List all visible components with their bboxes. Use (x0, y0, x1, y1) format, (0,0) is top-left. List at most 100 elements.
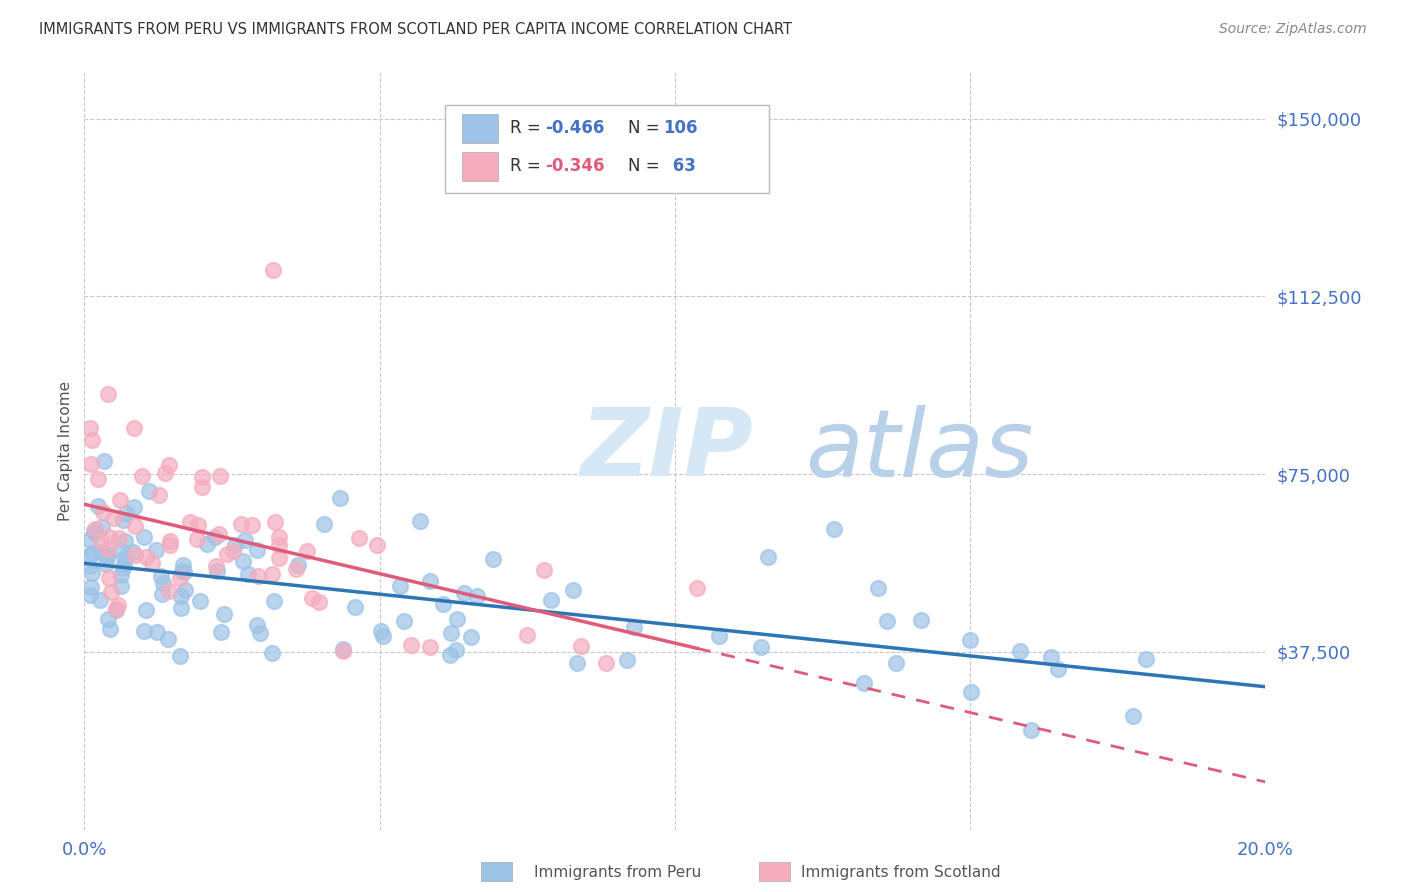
Point (264, 516, 287, 530)
Point (308, 595, 330, 609)
Point (214, 607, 236, 621)
Point (97, 386, 120, 401)
Point (150, 587, 173, 601)
Point (86, 472, 108, 486)
Point (285, 562, 308, 576)
Point (444, 642, 467, 657)
Point (115, 506, 138, 520)
Point (371, 629, 394, 643)
Point (432, 598, 454, 612)
Point (260, 646, 283, 660)
Point (103, 511, 125, 525)
Point (287, 558, 309, 573)
Point (707, 629, 730, 643)
Point (1046, 662, 1069, 676)
Point (465, 589, 488, 603)
Point (1135, 652, 1157, 666)
Point (79, 533, 101, 547)
FancyBboxPatch shape (481, 862, 512, 881)
Point (233, 533, 256, 548)
Point (108, 531, 131, 545)
Point (236, 567, 259, 582)
Text: IMMIGRANTS FROM PERU VS IMMIGRANTS FROM SCOTLAND PER CAPITA INCOME CORRELATION C: IMMIGRANTS FROM PERU VS IMMIGRANTS FROM … (39, 22, 793, 37)
Point (159, 538, 181, 552)
Point (824, 523, 846, 537)
Point (155, 466, 177, 480)
Point (886, 657, 908, 671)
Point (179, 515, 201, 529)
Point (83, 524, 105, 538)
Point (409, 514, 432, 528)
FancyBboxPatch shape (759, 862, 790, 881)
Point (138, 483, 160, 498)
Point (80, 581, 103, 595)
Point (344, 600, 367, 615)
Point (100, 584, 122, 599)
Point (173, 566, 195, 580)
Point (209, 624, 232, 639)
Point (97, 542, 120, 557)
Point (170, 589, 193, 603)
Point (96, 612, 118, 626)
Point (370, 624, 392, 639)
Point (187, 518, 209, 533)
Text: N =: N = (627, 120, 665, 137)
Point (204, 559, 226, 574)
Point (110, 579, 132, 593)
Point (141, 556, 163, 570)
Text: Source: ZipAtlas.com: Source: ZipAtlas.com (1219, 22, 1367, 37)
Point (439, 648, 461, 662)
Point (98, 530, 121, 544)
Point (756, 550, 779, 565)
Point (328, 491, 350, 506)
Point (516, 628, 538, 642)
Point (104, 602, 127, 616)
Point (134, 624, 156, 638)
Point (533, 563, 555, 577)
Point (263, 594, 285, 608)
Text: -0.466: -0.466 (546, 120, 605, 137)
Point (242, 518, 264, 533)
Point (169, 649, 191, 664)
Point (389, 578, 412, 592)
Point (114, 533, 136, 548)
Point (111, 561, 134, 575)
Point (105, 603, 128, 617)
Point (232, 554, 254, 568)
Text: -0.346: -0.346 (546, 157, 605, 175)
Point (98, 571, 121, 585)
Point (91, 545, 114, 559)
Point (446, 611, 468, 625)
Point (569, 639, 592, 653)
Y-axis label: Per Capita Income: Per Capita Income (58, 380, 73, 521)
Point (249, 626, 271, 640)
Point (191, 470, 214, 484)
Point (79, 588, 101, 602)
Point (94, 549, 117, 563)
Point (394, 614, 416, 628)
Point (312, 516, 335, 531)
Point (482, 552, 505, 566)
Point (157, 584, 180, 599)
Point (419, 640, 441, 654)
Point (204, 530, 226, 544)
Point (107, 598, 129, 612)
Point (1019, 723, 1042, 737)
Point (150, 568, 173, 582)
Point (159, 533, 181, 548)
Point (111, 513, 134, 527)
Point (91, 520, 114, 534)
Point (82, 546, 104, 560)
Point (399, 638, 422, 652)
Point (616, 652, 638, 666)
Point (205, 564, 228, 578)
Point (246, 542, 269, 557)
Point (97, 549, 120, 563)
Text: 106: 106 (664, 120, 697, 137)
Point (439, 625, 461, 640)
Point (135, 549, 157, 564)
Point (959, 632, 981, 647)
Point (366, 538, 388, 552)
Point (157, 632, 180, 647)
Point (79, 421, 101, 435)
